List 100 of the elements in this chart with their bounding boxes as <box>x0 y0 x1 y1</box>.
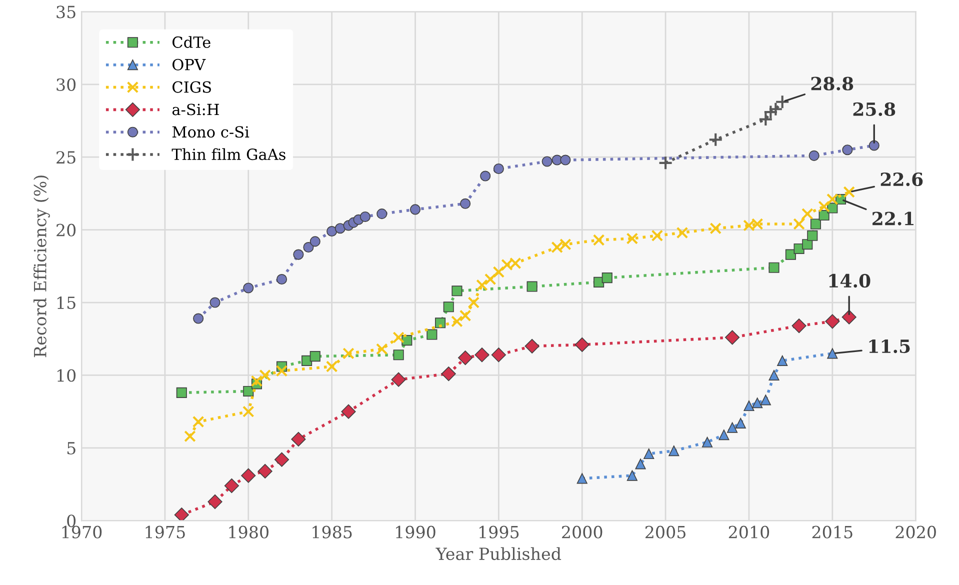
point <box>258 464 272 479</box>
y-tick-label: 20 <box>56 224 76 236</box>
point <box>658 156 673 170</box>
point <box>184 430 196 442</box>
point <box>241 468 256 483</box>
point <box>810 218 822 230</box>
annotation: 25.8 <box>853 102 896 116</box>
x-tick-label: 2020 <box>896 526 936 538</box>
y-tick-label: 30 <box>56 78 76 91</box>
point <box>777 355 788 366</box>
point <box>360 211 370 222</box>
point <box>602 272 612 284</box>
point <box>293 249 304 260</box>
point <box>242 406 254 418</box>
point <box>785 249 796 260</box>
point <box>276 274 288 285</box>
annotation: 14.0 <box>829 274 870 288</box>
point <box>393 350 404 360</box>
y-tick-label: 5 <box>67 442 76 455</box>
point <box>801 208 814 220</box>
point <box>376 343 388 355</box>
point <box>192 416 204 428</box>
point <box>635 458 646 470</box>
point <box>452 286 462 296</box>
y-tick-label: 0 <box>67 514 76 528</box>
y-tick-label: 10 <box>57 369 76 382</box>
point <box>868 140 880 151</box>
annotation: 28.8 <box>811 76 854 90</box>
x-axis-title: Year Published <box>436 547 562 560</box>
x-tick-label: 1970 <box>62 526 102 538</box>
point <box>250 375 263 387</box>
point <box>708 132 723 147</box>
point <box>524 338 540 354</box>
point <box>710 222 722 234</box>
point <box>576 473 588 484</box>
point <box>391 372 406 387</box>
annotation: 22.1 <box>872 212 914 226</box>
point <box>842 144 853 156</box>
point <box>802 239 813 250</box>
point <box>459 310 472 322</box>
point <box>326 360 338 372</box>
point <box>480 170 491 182</box>
point <box>792 318 806 334</box>
point <box>376 208 388 220</box>
point <box>341 404 356 419</box>
legend-label: CdTe <box>172 36 210 48</box>
point <box>243 386 254 397</box>
point <box>493 163 504 174</box>
point <box>224 478 239 494</box>
legend-label: CIGS <box>172 81 211 93</box>
point <box>676 226 688 239</box>
point <box>768 262 780 273</box>
point <box>793 218 805 230</box>
point <box>760 394 771 406</box>
legend-label: Thin film GaAs <box>172 148 286 160</box>
point <box>443 302 454 312</box>
x-tick-label: 1980 <box>229 526 268 538</box>
annotation: 22.6 <box>880 172 923 186</box>
point <box>243 282 254 294</box>
point <box>718 430 730 440</box>
point <box>259 369 271 382</box>
point <box>826 193 838 206</box>
point <box>825 314 840 329</box>
point <box>560 154 571 166</box>
point <box>484 273 496 286</box>
point <box>668 446 680 456</box>
point <box>491 348 506 362</box>
legend-label: OPV <box>172 58 206 70</box>
point <box>460 198 471 209</box>
point <box>458 350 473 366</box>
point <box>725 330 740 345</box>
point <box>474 348 490 362</box>
point <box>768 370 780 381</box>
x-tick-label: 2010 <box>728 526 770 538</box>
y-tick-label: 35 <box>56 6 76 18</box>
annotation: 11.5 <box>869 339 910 354</box>
point <box>276 364 288 377</box>
point <box>492 266 505 278</box>
point <box>702 436 713 448</box>
legend-label: Mono c-Si <box>172 126 250 138</box>
point <box>468 296 480 308</box>
point <box>451 316 463 328</box>
point <box>274 452 290 467</box>
point <box>291 432 306 447</box>
point <box>342 348 354 360</box>
point <box>842 310 856 324</box>
point <box>193 313 204 324</box>
x-tick-label: 1995 <box>480 526 519 538</box>
point <box>334 223 346 234</box>
point <box>303 242 314 253</box>
point <box>392 332 404 344</box>
point <box>752 398 763 408</box>
point <box>843 186 856 198</box>
point <box>626 232 638 244</box>
point <box>808 150 820 161</box>
point <box>827 348 838 359</box>
point <box>735 418 746 429</box>
point <box>310 351 320 362</box>
point <box>644 448 654 460</box>
point <box>476 279 488 291</box>
